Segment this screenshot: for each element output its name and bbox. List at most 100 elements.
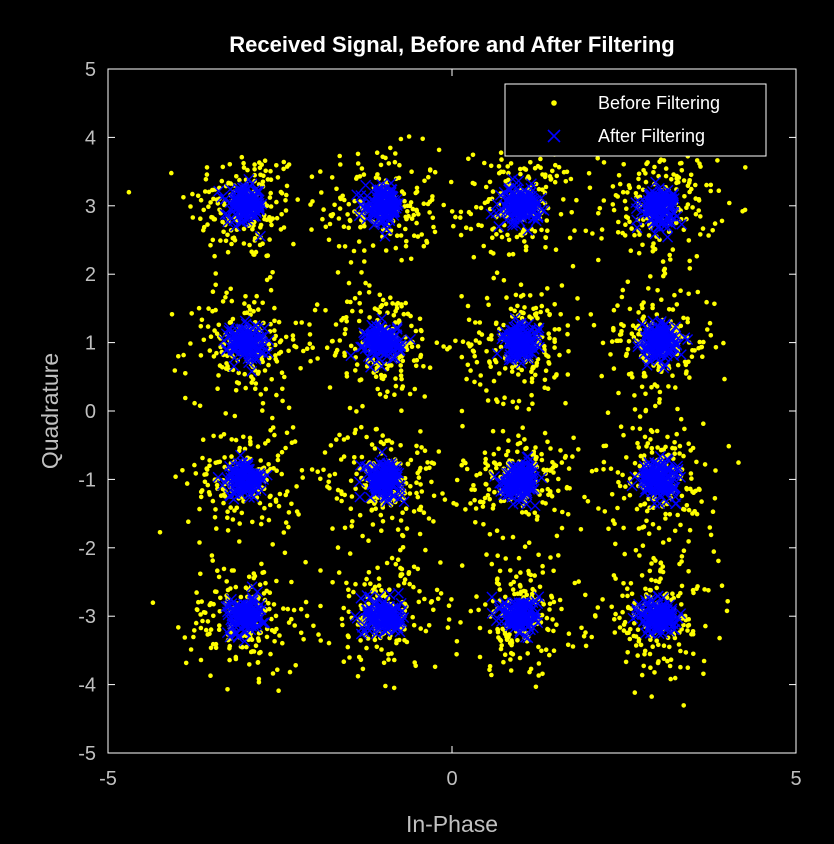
point-before (625, 190, 630, 195)
point-before (472, 487, 478, 493)
point-before (544, 615, 550, 621)
point-before (201, 224, 207, 230)
point-after (650, 176, 662, 188)
point-before (350, 308, 355, 314)
point-after (526, 335, 538, 347)
point-before (418, 482, 423, 487)
point-before (693, 182, 698, 188)
point-before (334, 186, 339, 192)
point-before (358, 638, 363, 643)
point-before (605, 410, 611, 416)
point-before (635, 653, 640, 658)
point-before (576, 579, 581, 584)
point-before (348, 506, 354, 512)
point-before (359, 424, 364, 430)
point-before (422, 394, 428, 399)
point-before (495, 553, 501, 558)
point-before (427, 168, 433, 173)
point-before (258, 392, 264, 397)
point-before (612, 521, 617, 526)
point-before (399, 304, 404, 309)
point-before (691, 651, 696, 657)
point-after (375, 607, 387, 619)
point-after (525, 323, 537, 335)
point-before (250, 649, 255, 654)
point-before (487, 629, 493, 635)
point-before (695, 289, 701, 295)
point-before (183, 660, 189, 666)
point-before (620, 593, 625, 599)
point-before (648, 274, 653, 279)
point-after (362, 330, 374, 342)
point-before (426, 174, 431, 180)
point-before (198, 657, 204, 663)
point-before (522, 305, 527, 310)
point-before (339, 318, 344, 323)
point-before (526, 568, 531, 574)
point-before (518, 282, 524, 288)
point-before (524, 592, 530, 598)
point-before (687, 527, 693, 533)
point-before (269, 222, 274, 228)
point-before (390, 301, 395, 306)
point-before (546, 360, 551, 365)
point-before (399, 408, 404, 414)
point-before (692, 509, 697, 514)
point-before (412, 386, 418, 392)
point-before (229, 298, 235, 304)
point-before (670, 373, 675, 379)
point-after (385, 177, 397, 189)
point-after (230, 220, 241, 232)
point-before (438, 560, 443, 565)
point-before (391, 685, 397, 691)
point-after (679, 332, 691, 344)
point-before (510, 587, 516, 592)
point-before (380, 297, 386, 303)
point-before (201, 337, 207, 343)
point-before (407, 581, 413, 587)
point-before (398, 373, 404, 378)
point-after (370, 181, 381, 193)
point-before (257, 650, 262, 656)
point-before (660, 540, 666, 545)
point-before (492, 489, 497, 495)
point-before (362, 582, 367, 587)
point-before (490, 235, 495, 240)
point-after (522, 225, 534, 236)
point-before (617, 181, 623, 187)
point-before (266, 341, 272, 347)
point-before (678, 288, 683, 294)
point-before (708, 182, 714, 188)
point-after (517, 195, 529, 207)
point-after (375, 191, 387, 203)
point-before (393, 376, 398, 381)
point-before (548, 446, 553, 451)
point-before (547, 490, 553, 496)
point-before (564, 169, 570, 175)
point-before (706, 233, 711, 238)
point-before (341, 224, 347, 229)
point-before (247, 435, 253, 441)
point-before (643, 391, 648, 397)
point-before (335, 545, 341, 550)
point-before (693, 196, 698, 201)
point-before (404, 239, 409, 244)
point-before (216, 322, 222, 328)
points-layer (126, 130, 748, 708)
point-before (549, 595, 555, 600)
point-after (646, 200, 658, 212)
point-before (346, 634, 351, 640)
point-before (679, 554, 685, 559)
point-before (397, 354, 403, 360)
point-before (186, 519, 191, 524)
point-before (339, 616, 345, 622)
point-before (498, 646, 504, 652)
point-before (539, 457, 545, 463)
point-before (233, 656, 239, 662)
point-before (375, 172, 380, 177)
point-after (219, 208, 231, 220)
point-before (740, 209, 745, 214)
point-before (225, 528, 231, 533)
point-before (695, 584, 700, 589)
point-before (559, 606, 564, 612)
